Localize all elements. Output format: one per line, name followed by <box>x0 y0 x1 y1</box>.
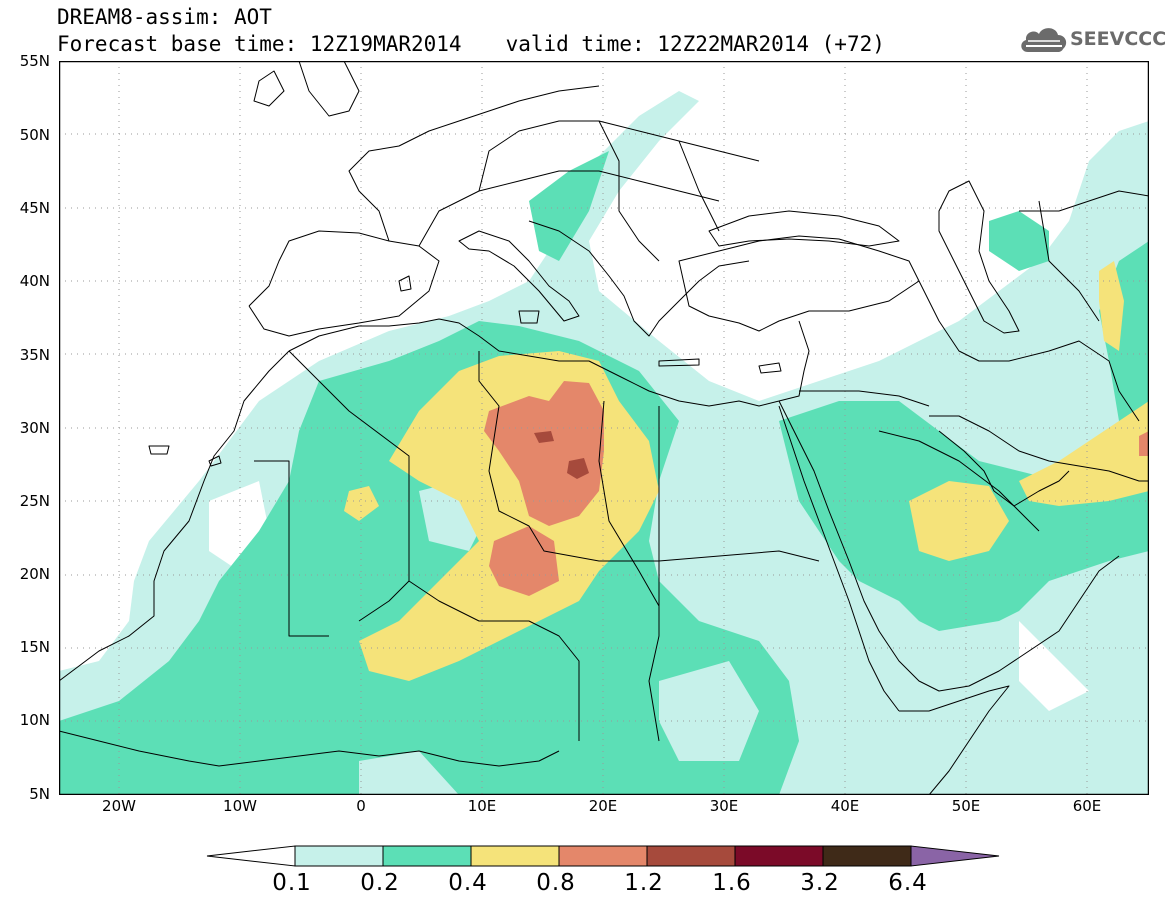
lat-label: 40N <box>19 272 50 290</box>
legend-swatch <box>822 845 912 867</box>
lon-label: 10W <box>223 797 257 815</box>
lat-label: 10N <box>19 711 50 729</box>
legend-level-label: 3.2 <box>800 870 840 896</box>
lat-label: 35N <box>19 346 50 364</box>
legend-level-label: 1.6 <box>712 870 752 896</box>
lon-label: 0 <box>356 797 366 815</box>
aot-map <box>59 61 1149 795</box>
map-frame <box>59 61 1149 795</box>
valid-time: valid time: 12Z22MAR2014 (+72) <box>505 32 885 56</box>
lon-label: 20E <box>588 797 618 815</box>
legend-level-label: 6.4 <box>888 870 928 896</box>
seevccc-logo: SEEVCCC <box>1018 22 1165 58</box>
lat-label: 55N <box>19 52 50 70</box>
lon-label: 40E <box>830 797 860 815</box>
base-time: Forecast base time: 12Z19MAR2014 <box>57 32 462 56</box>
legend-swatch-under <box>206 845 296 867</box>
lat-label: 15N <box>19 638 50 656</box>
legend-swatch <box>294 845 384 867</box>
legend-level-label: 0.8 <box>536 870 576 896</box>
lat-label: 20N <box>19 565 50 583</box>
lon-label: 20W <box>102 797 136 815</box>
legend-level-label: 0.4 <box>448 870 488 896</box>
legend-swatch-over <box>910 845 1000 867</box>
legend-swatch <box>734 845 824 867</box>
aot-level-1.2 <box>534 431 589 479</box>
legend-level-label: 0.2 <box>360 870 400 896</box>
cloud-icon <box>1021 28 1067 52</box>
legend-level-label: 0.1 <box>272 870 312 896</box>
logo-text: SEEVCCC <box>1070 28 1165 50</box>
lat-label: 45N <box>19 199 50 217</box>
lat-label: 30N <box>19 419 50 437</box>
forecast-time-line: Forecast base time: 12Z19MAR2014 valid ti… <box>57 32 885 56</box>
legend-level-label: 1.2 <box>624 870 664 896</box>
aot-level-0.8 <box>484 381 1149 596</box>
legend-swatch <box>382 845 472 867</box>
color-legend <box>206 845 1000 867</box>
lon-label: 10E <box>467 797 497 815</box>
map-title: DREAM8-assim: AOT <box>57 5 272 29</box>
lat-label: 50N <box>19 126 50 144</box>
legend-swatch <box>470 845 560 867</box>
lon-label: 50E <box>951 797 981 815</box>
lat-label: 5N <box>29 785 50 803</box>
lon-label: 30E <box>709 797 739 815</box>
lat-label: 25N <box>19 492 50 510</box>
lon-label: 60E <box>1072 797 1102 815</box>
legend-swatch <box>646 845 736 867</box>
legend-swatch <box>558 845 648 867</box>
